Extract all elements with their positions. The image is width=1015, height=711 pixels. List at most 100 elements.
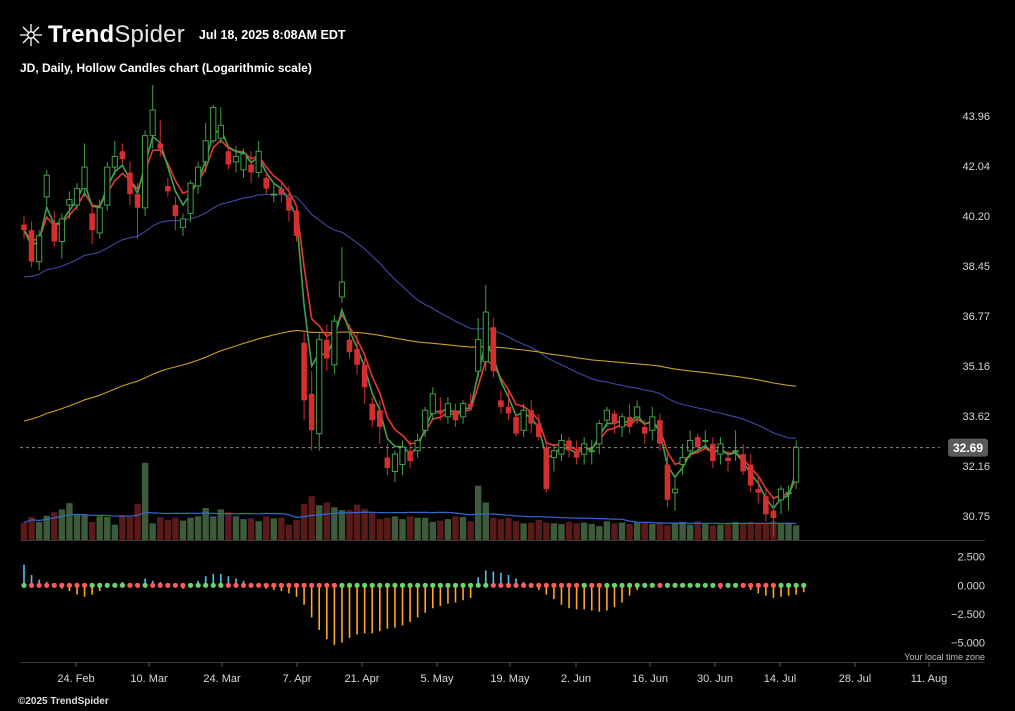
oscillator-dot	[725, 582, 731, 588]
oscillator-dot	[218, 582, 224, 588]
volume-bar	[732, 521, 739, 540]
copyright: ©2025 TrendSpider	[18, 696, 109, 707]
oscillator-dot	[596, 582, 602, 588]
candle-body	[232, 156, 240, 163]
volume-bar	[550, 523, 558, 540]
candle-body	[573, 450, 580, 458]
oscillator-dot	[203, 582, 209, 588]
oscillator-dot	[748, 582, 754, 588]
candle-body	[187, 182, 194, 214]
candle-body	[51, 224, 58, 242]
oscillator-tick-label: 0.000	[957, 580, 985, 592]
candle-body	[399, 446, 406, 466]
oscillator-dot	[399, 582, 406, 588]
oscillator-dot	[44, 582, 50, 588]
oscillator-dot	[256, 582, 262, 588]
volume-bar	[580, 522, 588, 540]
oscillator-dot	[468, 582, 474, 588]
candle-body	[490, 327, 497, 372]
candle-body	[248, 164, 254, 173]
candle-body	[422, 409, 429, 431]
volume-bar	[119, 514, 126, 540]
oscillator-dot	[770, 582, 777, 588]
candle-body	[384, 457, 391, 468]
oscillator-dot	[687, 582, 693, 588]
candle-body	[475, 339, 482, 372]
price-tick-label: 43.96	[962, 111, 990, 123]
oscillator-dot	[589, 582, 595, 588]
volume-bar	[414, 517, 421, 540]
volume-bar	[656, 523, 664, 540]
price-tick-label: 36.77	[962, 311, 990, 323]
oscillator-dot	[346, 582, 353, 588]
last-price-badge	[948, 438, 988, 457]
volume-bar	[611, 523, 618, 540]
oscillator-dot	[157, 582, 163, 588]
candle-body	[195, 166, 202, 187]
volume-bar	[664, 525, 671, 540]
oscillator-dot	[248, 582, 254, 588]
candle-body	[157, 143, 164, 149]
candle-body	[278, 188, 285, 195]
oscillator-dot	[233, 582, 239, 588]
candle-body	[596, 423, 603, 445]
oscillator-dot	[649, 582, 655, 588]
oscillator-dot	[566, 582, 572, 588]
oscillator-dot	[475, 582, 481, 588]
candle-body	[66, 199, 73, 206]
oscillator-dot	[309, 582, 315, 588]
candle-body	[679, 457, 686, 466]
candle-body	[437, 410, 444, 414]
candle-body	[308, 393, 315, 431]
volume-bar	[217, 509, 225, 540]
volume-bar	[361, 508, 368, 540]
volume-bar	[762, 523, 770, 540]
oscillator-dot	[505, 582, 512, 588]
oscillator-dot	[36, 582, 42, 588]
volume-bar	[391, 516, 399, 540]
candle-body	[649, 416, 656, 431]
candle-body	[361, 364, 368, 388]
volume-bar	[618, 522, 626, 540]
volume-bar	[739, 523, 747, 540]
candle-body	[202, 140, 209, 163]
oscillator-dot	[793, 582, 799, 588]
oscillator-dot	[657, 582, 663, 588]
candle-body	[694, 437, 701, 448]
candle-body	[498, 400, 504, 407]
volume-bar	[308, 496, 315, 540]
x-tick-label: 5. May	[420, 673, 454, 685]
candle-body	[725, 457, 731, 462]
volume-bar	[331, 507, 338, 540]
oscillator-dot	[195, 582, 201, 588]
x-tick-label: 30. Jun	[697, 673, 733, 685]
oscillator-dot	[543, 582, 549, 588]
volume-bar	[573, 523, 580, 540]
oscillator-dot	[339, 582, 345, 588]
candle-body	[550, 450, 557, 459]
candle-body	[407, 450, 413, 462]
oscillator-dot	[81, 582, 88, 588]
volume-bar	[376, 519, 383, 540]
oscillator-dot	[604, 582, 610, 588]
candle-body	[581, 443, 588, 455]
header: TrendSpider Jul 18, 2025 8:08AM EDT	[18, 18, 346, 52]
volume-bar	[255, 521, 262, 540]
oscillator-dot	[187, 582, 194, 588]
candle-body	[543, 447, 550, 490]
candles	[21, 84, 800, 537]
oscillator-dot	[513, 582, 519, 588]
candle-body	[444, 403, 452, 418]
volume-bar	[179, 520, 187, 540]
candle-body	[376, 410, 383, 427]
volume-bar	[671, 523, 679, 540]
x-tick-label: 11. Aug	[911, 673, 948, 685]
ma-50-line	[23, 193, 797, 439]
volume-bar	[459, 517, 467, 540]
candle-body	[717, 443, 724, 455]
candle-body	[286, 196, 292, 211]
volume-bar	[247, 518, 255, 540]
candle-body	[225, 151, 232, 165]
oscillator-dot	[490, 582, 496, 588]
